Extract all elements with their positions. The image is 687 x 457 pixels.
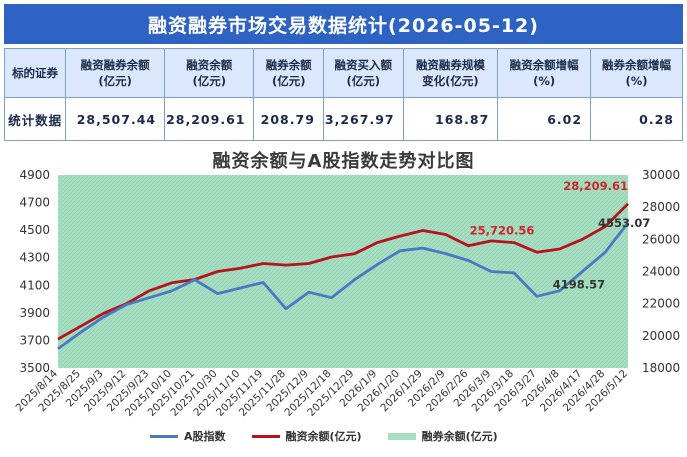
chart-annotation: 25,720.56	[470, 224, 535, 238]
value-cell: 28,507.44	[65, 97, 166, 141]
y-right-tick-label: 28000	[642, 200, 680, 214]
value-cell: 208.79	[253, 97, 324, 141]
legend-item: 融券余额(亿元)	[387, 428, 498, 444]
series-area-融券余额(亿元)	[58, 175, 628, 368]
value-cell: 6.02	[497, 97, 592, 141]
header-cell: 融资买入额 (亿元)	[322, 48, 404, 98]
y-right-tick-label: 24000	[642, 265, 680, 279]
chart-annotation: 4553.07	[598, 216, 650, 230]
series-line-融资余额(亿元)	[57, 202, 629, 341]
header-cell: 标的证券	[3, 48, 67, 98]
row-label: 统计数据	[3, 97, 67, 141]
header-cell: 融资余额增幅 (%)	[497, 48, 592, 98]
chart-legend: A股指数 融资余额(亿元) 融券余额(亿元)	[150, 428, 498, 444]
y-left-tick-label: 4900	[19, 168, 50, 182]
y-right-tick-label: 18000	[642, 361, 680, 375]
chart-annotation: 28,209.61	[563, 179, 628, 193]
legend-item: A股指数	[150, 428, 226, 444]
stats-header-row: 标的证券 融资融券余额 (亿元) 融资余额 (亿元) 融券余额 (亿元) 融资买…	[3, 48, 683, 98]
legend-swatch-index	[150, 434, 178, 438]
y-right-tick-label: 26000	[642, 232, 680, 246]
y-left-tick-label: 3700	[19, 333, 50, 347]
y-left-tick-label: 4700	[19, 196, 50, 210]
legend-label: A股指数	[184, 430, 226, 443]
stats-value-row: 统计数据 28,507.44 28,209.61 208.79 3,267.97…	[3, 97, 683, 141]
y-left-tick-label: 4300	[19, 251, 50, 265]
header-cell: 融券余额增幅 (%)	[590, 48, 683, 98]
value-cell: 28,209.61	[164, 97, 255, 141]
y-left-tick-label: 3900	[19, 306, 50, 320]
header-cell: 融资余额 (亿元)	[164, 48, 255, 98]
legend-item: 融资余额(亿元)	[251, 428, 362, 444]
y-right-tick-label: 20000	[642, 329, 680, 343]
legend-swatch-short	[387, 432, 416, 440]
series-line-A股指数	[57, 221, 630, 350]
y-right-tick-label: 22000	[642, 297, 680, 311]
legend-label: 融资余额(亿元)	[285, 430, 362, 443]
chart-annotation: 4198.57	[553, 277, 605, 291]
chart-title: 融资余额与A股指数走势对比图	[212, 151, 475, 172]
value-cell: 3,267.97	[322, 97, 404, 141]
y-right-tick-label: 30000	[642, 168, 680, 182]
legend-label: 融券余额(亿元)	[421, 430, 498, 443]
value-cell: 0.28	[590, 97, 683, 141]
banner-title: 融资融券市场交易数据统计(2026-05-12)	[4, 4, 683, 44]
y-left-tick-label: 3500	[19, 361, 50, 375]
stats-table: 标的证券 融资融券余额 (亿元) 融资余额 (亿元) 融券余额 (亿元) 融资买…	[3, 48, 683, 141]
legend-swatch-financing	[251, 434, 280, 438]
value-cell: 168.87	[402, 97, 499, 141]
y-left-tick-label: 4500	[19, 223, 50, 237]
y-left-tick-label: 4100	[19, 278, 50, 292]
